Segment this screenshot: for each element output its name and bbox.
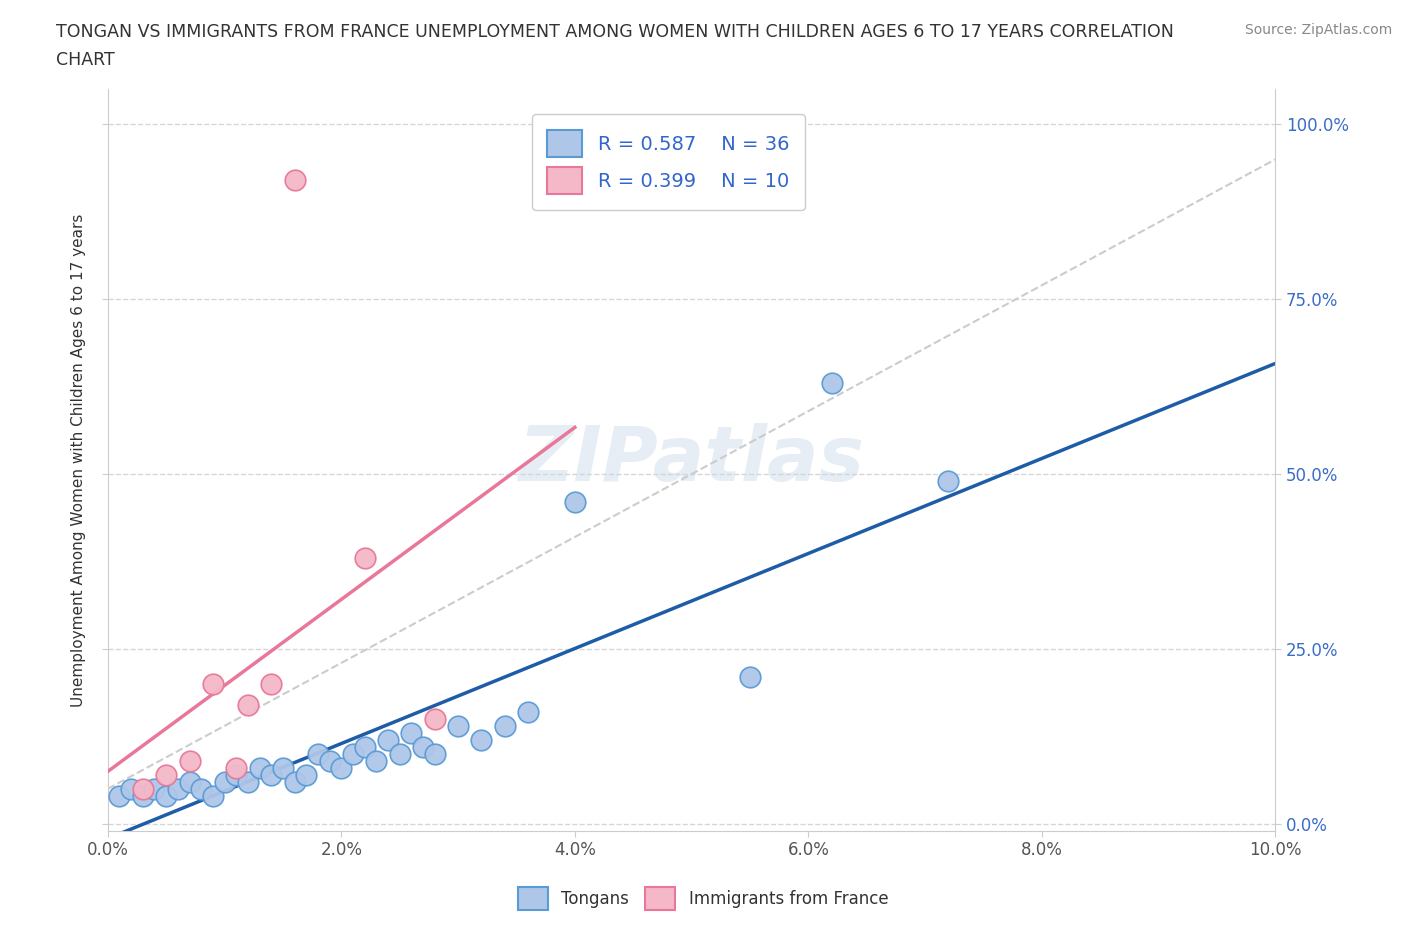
Point — [155, 789, 177, 804]
Point — [938, 473, 960, 488]
Point — [388, 747, 411, 762]
Point — [155, 767, 177, 782]
Point — [447, 719, 470, 734]
Point — [179, 775, 201, 790]
Point — [307, 747, 329, 762]
Point — [260, 676, 283, 691]
Point — [353, 739, 375, 754]
Point — [225, 761, 247, 776]
Point — [342, 747, 364, 762]
Point — [260, 767, 283, 782]
Text: Source: ZipAtlas.com: Source: ZipAtlas.com — [1244, 23, 1392, 37]
Point — [179, 753, 201, 768]
Point — [412, 739, 434, 754]
Point — [821, 376, 844, 391]
Point — [517, 704, 540, 719]
Point — [330, 761, 353, 776]
Point — [143, 781, 166, 796]
Point — [318, 753, 340, 768]
Point — [401, 725, 423, 740]
Point — [201, 676, 224, 691]
Point — [271, 761, 294, 776]
Point — [132, 781, 155, 796]
Point — [120, 781, 142, 796]
Point — [249, 761, 271, 776]
Point — [423, 711, 446, 726]
Point — [353, 551, 375, 565]
Point — [377, 733, 399, 748]
Point — [470, 733, 492, 748]
Point — [284, 173, 307, 188]
Point — [494, 719, 516, 734]
Point — [564, 495, 586, 510]
Point — [190, 781, 212, 796]
Point — [225, 767, 247, 782]
Y-axis label: Unemployment Among Women with Children Ages 6 to 17 years: Unemployment Among Women with Children A… — [72, 213, 86, 707]
Point — [132, 789, 155, 804]
Point — [423, 747, 446, 762]
Point — [214, 775, 236, 790]
Point — [366, 753, 388, 768]
Point — [166, 781, 188, 796]
Text: CHART: CHART — [56, 51, 115, 69]
Legend: R = 0.587    N = 36, R = 0.399    N = 10: R = 0.587 N = 36, R = 0.399 N = 10 — [531, 114, 804, 210]
Point — [236, 698, 259, 712]
Point — [738, 670, 761, 684]
Point — [284, 775, 307, 790]
Legend: Tongans, Immigrants from France: Tongans, Immigrants from France — [510, 880, 896, 917]
Point — [201, 789, 224, 804]
Text: TONGAN VS IMMIGRANTS FROM FRANCE UNEMPLOYMENT AMONG WOMEN WITH CHILDREN AGES 6 T: TONGAN VS IMMIGRANTS FROM FRANCE UNEMPLO… — [56, 23, 1174, 41]
Point — [236, 775, 259, 790]
Text: ZIPatlas: ZIPatlas — [519, 423, 865, 498]
Point — [108, 789, 131, 804]
Point — [295, 767, 318, 782]
